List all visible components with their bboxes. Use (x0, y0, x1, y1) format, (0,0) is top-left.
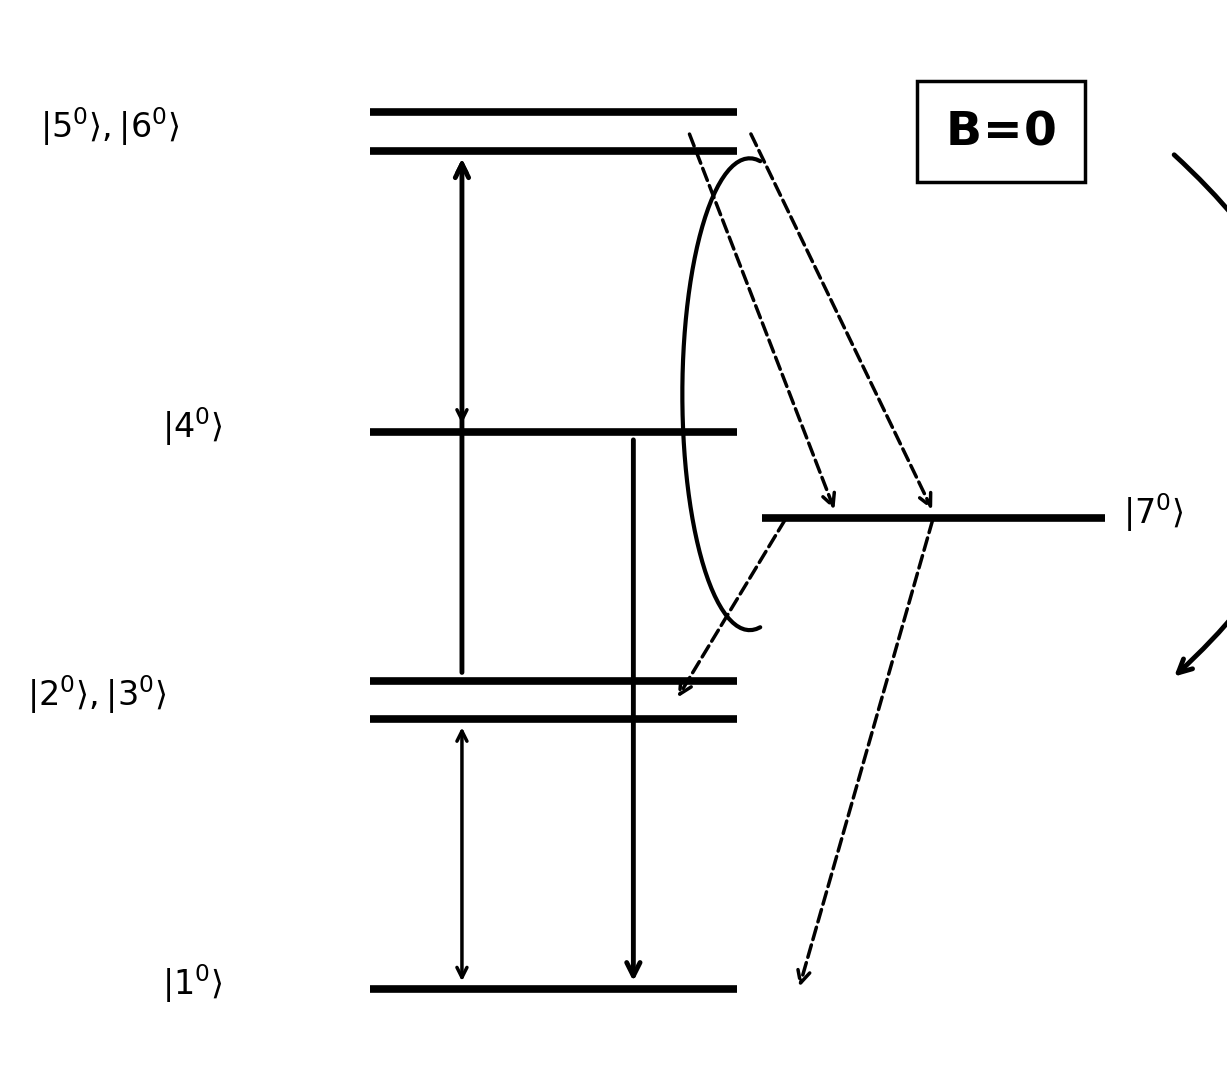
Text: $\mathbf{B\!=\!0}$: $\mathbf{B\!=\!0}$ (945, 109, 1057, 154)
FancyArrowPatch shape (1175, 155, 1230, 673)
Text: $|1^0\rangle$: $|1^0\rangle$ (162, 963, 223, 1006)
Text: $|2^0\rangle,|3^0\rangle$: $|2^0\rangle,|3^0\rangle$ (27, 673, 167, 716)
Text: $|5^0\rangle,|6^0\rangle$: $|5^0\rangle,|6^0\rangle$ (39, 105, 178, 148)
Text: $|4^0\rangle$: $|4^0\rangle$ (162, 405, 223, 447)
Text: $|7^0\rangle$: $|7^0\rangle$ (1123, 490, 1183, 534)
